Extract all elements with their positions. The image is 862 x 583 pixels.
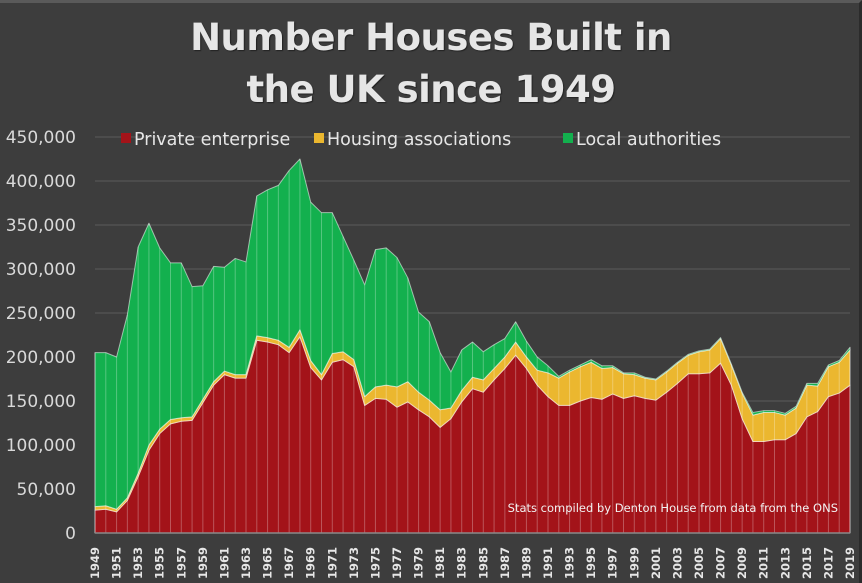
legend-swatch [314,133,324,143]
x-tick-label: 1979 [412,547,426,579]
x-tick-label: 1953 [131,547,145,579]
x-tick-label: 1951 [110,547,124,579]
x-tick-label: 1973 [347,547,361,579]
y-tick-label: 250,000 [6,304,76,324]
x-tick-label: 2017 [821,547,835,579]
x-tick-label: 1965 [261,547,275,579]
x-tick-label: 2001 [649,547,663,579]
chart-title-line-2: the UK since 1949 [246,68,616,111]
x-tick-label: 1983 [455,547,469,579]
y-tick-label: 50,000 [17,480,76,500]
x-tick-label: 2005 [692,547,706,579]
y-tick-label: 350,000 [6,216,76,236]
x-tick-label: 1991 [541,547,555,579]
y-tick-label: 300,000 [6,260,76,280]
x-tick-label: 1957 [174,547,188,579]
x-tick-label: 2003 [670,547,684,579]
y-tick-label: 0 [65,524,76,544]
x-tick-label: 2013 [778,547,792,579]
legend-label: Private enterprise [134,130,290,150]
x-tick-label: 1949 [88,547,102,579]
x-tick-label: 1997 [606,547,620,579]
x-tick-label: 1963 [239,547,253,579]
x-tick-label: 1999 [627,547,641,579]
x-tick-label: 1959 [196,547,210,579]
legend-label: Housing associations [327,130,511,150]
x-tick-label: 2011 [757,547,771,579]
x-tick-label: 1961 [217,547,231,579]
legend-swatch [563,133,573,143]
x-tick-label: 1985 [476,547,490,579]
y-tick-label: 100,000 [6,436,76,456]
x-tick-label: 1971 [325,547,339,579]
y-tick-label: 450,000 [6,128,76,148]
x-tick-label: 2009 [735,547,749,579]
legend-item: Local authorities [563,130,721,150]
x-tick-label: 1989 [519,547,533,579]
legend-item: Housing associations [314,130,511,150]
y-tick-label: 150,000 [6,392,76,412]
x-tick-label: 2015 [800,547,814,579]
x-tick-label: 2007 [714,547,728,579]
legend-item: Private enterprise [121,130,290,150]
x-axis: 1949 1951 1953 1955 1957 1959 1961 1963 1965 1967… [88,547,857,579]
y-tick-label: 400,000 [6,172,76,192]
legend: Private enterprise Housing associations Lo… [121,130,721,150]
x-tick-label: 1967 [282,547,296,579]
x-tick-label: 1987 [498,547,512,579]
x-tick-label: 1977 [390,547,404,579]
legend-swatch [121,133,131,143]
x-tick-label: 1993 [563,547,577,579]
x-tick-label: 1995 [584,547,598,579]
year-separators [94,159,851,534]
x-tick-label: 1969 [304,547,318,579]
chart-title-line-1: Number Houses Built in [190,16,672,59]
x-tick-label: 1975 [368,547,382,579]
y-axis: 0 50,000 100,000 150,000 200,000 250,000 300,0… [6,128,76,544]
x-tick-label: 2019 [843,547,857,579]
x-tick-label: 1955 [153,547,167,579]
source-annotation: Stats compiled by Denton House from data… [508,501,838,515]
legend-label: Local authorities [576,130,721,150]
area-local-authorities [94,158,851,510]
x-tick-label: 1981 [433,547,447,579]
y-tick-label: 200,000 [6,348,76,368]
